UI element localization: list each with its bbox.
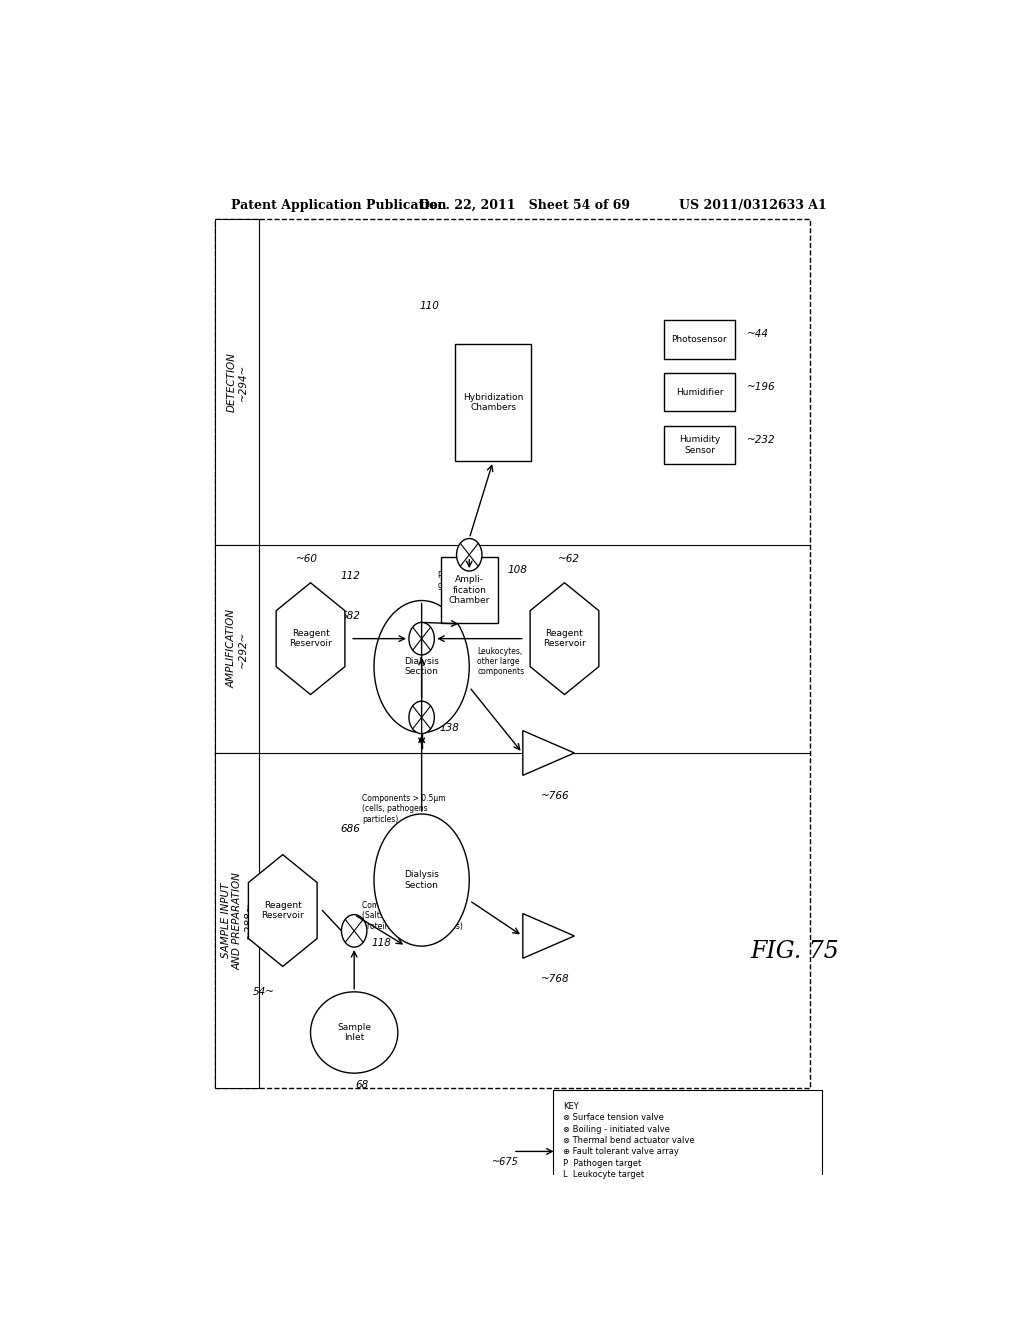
FancyBboxPatch shape	[664, 426, 735, 465]
Text: Leukocytes,
other large
components: Leukocytes, other large components	[477, 647, 524, 676]
FancyBboxPatch shape	[553, 1090, 822, 1203]
Text: Reagent
Reservoir: Reagent Reservoir	[543, 628, 586, 648]
Text: 68: 68	[355, 1080, 369, 1090]
Polygon shape	[530, 582, 599, 694]
Polygon shape	[523, 731, 574, 775]
Text: AMPLIFICATION
~292~: AMPLIFICATION ~292~	[226, 610, 248, 688]
Text: 686: 686	[340, 824, 359, 834]
Text: 118: 118	[372, 939, 391, 948]
Text: Humidity
Sensor: Humidity Sensor	[679, 436, 720, 454]
Text: Dialysis
Section: Dialysis Section	[404, 657, 439, 676]
FancyBboxPatch shape	[215, 752, 259, 1089]
Text: DETECTION
~294~: DETECTION ~294~	[226, 352, 248, 412]
Text: 108: 108	[507, 565, 527, 576]
Text: Ampli-
fication
Chamber: Ampli- fication Chamber	[449, 576, 489, 606]
Circle shape	[341, 915, 367, 948]
Text: ~232: ~232	[748, 436, 775, 445]
Text: FIG. 75: FIG. 75	[751, 940, 839, 962]
Text: ~60: ~60	[296, 554, 317, 565]
Text: ~196: ~196	[748, 381, 775, 392]
Text: 110: 110	[420, 301, 439, 310]
Ellipse shape	[374, 601, 469, 733]
Text: ~62: ~62	[557, 554, 580, 565]
FancyBboxPatch shape	[215, 219, 811, 1089]
Text: Waste: Waste	[531, 932, 557, 940]
FancyBboxPatch shape	[664, 319, 735, 359]
Text: Humidifier: Humidifier	[676, 388, 723, 397]
Text: Reagent
Reservoir: Reagent Reservoir	[261, 900, 304, 920]
Polygon shape	[523, 913, 574, 958]
Text: Reagent
Reservoir: Reagent Reservoir	[289, 628, 332, 648]
Text: 112: 112	[341, 570, 360, 581]
Text: Patho-
gens: Patho- gens	[437, 572, 462, 590]
Circle shape	[457, 539, 482, 572]
Text: 140: 140	[397, 672, 418, 682]
Text: ~44: ~44	[748, 329, 769, 339]
Text: SAMPLE INPUT
AND PREPARATION
~288~: SAMPLE INPUT AND PREPARATION ~288~	[220, 871, 254, 970]
Ellipse shape	[310, 991, 397, 1073]
Text: 138: 138	[439, 722, 459, 733]
Text: Sample
Inlet: Sample Inlet	[337, 1023, 371, 1043]
Polygon shape	[249, 854, 317, 966]
Text: ~766: ~766	[541, 791, 569, 801]
Circle shape	[409, 701, 434, 734]
FancyBboxPatch shape	[440, 557, 498, 623]
Text: Dec. 22, 2011   Sheet 54 of 69: Dec. 22, 2011 Sheet 54 of 69	[419, 199, 631, 213]
Text: Photosensor: Photosensor	[672, 335, 727, 343]
Text: Dialysis
Section: Dialysis Section	[404, 870, 439, 890]
Ellipse shape	[374, 814, 469, 946]
Text: Waste: Waste	[531, 748, 557, 758]
Text: KEY
⊗ Surface tension valve
⊗ Boiling - initiated valve
⊗ Thermal bend actuator : KEY ⊗ Surface tension valve ⊗ Boiling - …	[563, 1102, 694, 1179]
Text: ~675: ~675	[492, 1156, 518, 1167]
FancyBboxPatch shape	[215, 545, 259, 752]
Text: 682: 682	[340, 611, 359, 620]
Text: 54~: 54~	[253, 987, 274, 997]
Polygon shape	[276, 582, 345, 694]
Text: Patent Application Publication: Patent Application Publication	[231, 199, 446, 213]
Text: US 2011/0312633 A1: US 2011/0312633 A1	[679, 199, 826, 213]
Circle shape	[409, 623, 434, 655]
Text: Hybridization
Chambers: Hybridization Chambers	[463, 392, 523, 412]
FancyBboxPatch shape	[664, 372, 735, 412]
Text: Components <0.5µm
(Salts, metabolites, DNA,
proteins, other molecules): Components <0.5µm (Salts, metabolites, D…	[362, 900, 463, 931]
Text: Components > 0.5µm
(cells, pathogens
particles): Components > 0.5µm (cells, pathogens par…	[362, 795, 445, 824]
Text: ~768: ~768	[541, 974, 569, 983]
FancyBboxPatch shape	[456, 345, 530, 461]
FancyBboxPatch shape	[215, 219, 259, 545]
